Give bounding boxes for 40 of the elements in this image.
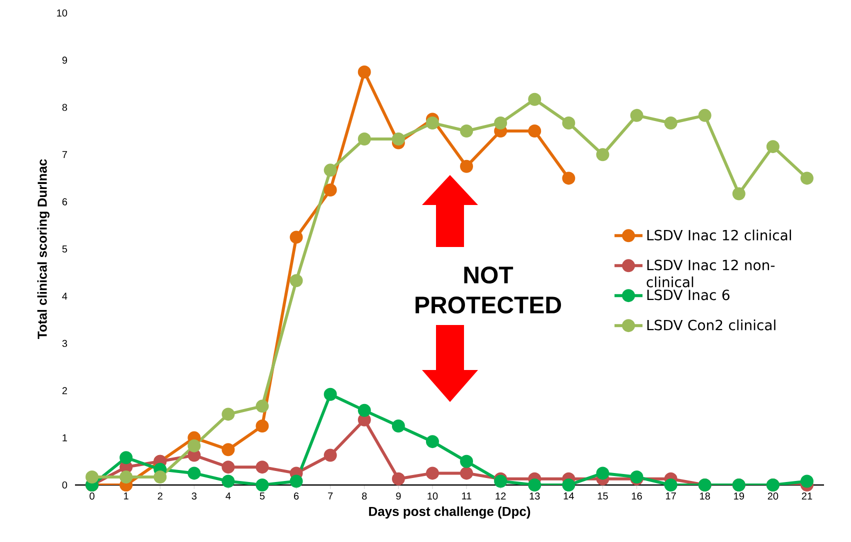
x-tick-label: 6 [294, 492, 299, 500]
x-tick-label: 3 [192, 492, 197, 500]
y-tick-label: 10 [57, 9, 68, 17]
y-tick-label: 1 [62, 434, 67, 442]
y-tick-label: 8 [62, 104, 68, 111]
x-tick-label: 10 [428, 492, 438, 500]
x-tick-label: 18 [700, 492, 710, 500]
x-tick-label: 21 [802, 492, 812, 500]
y-tick-label: 5 [62, 246, 68, 252]
y-tick-label: 2 [62, 387, 67, 394]
x-tick-label: 9 [396, 492, 401, 500]
x-tick-label: 19 [734, 492, 744, 500]
x-tick-label: 20 [768, 492, 778, 500]
x-tick-label: 8 [362, 492, 367, 500]
x-tick-label: 15 [598, 492, 608, 500]
x-tick-label: 1 [124, 492, 128, 500]
annotation: NOT PROTECTED [416, 266, 562, 314]
y-tick-label: 3 [62, 340, 68, 347]
y-axis-title: Total clinical scoring DurInac [37, 159, 50, 340]
x-tick-label: 5 [260, 492, 265, 500]
legend-label: LSDV Inac 12 clinical [647, 230, 791, 240]
x-tick-label: 4 [226, 492, 231, 500]
legend-label: LSDV Con2 clinical [647, 320, 776, 330]
y-tick-label: 7 [62, 151, 67, 158]
x-tick-label: 13 [530, 492, 540, 500]
x-tick-label: 14 [564, 492, 574, 500]
y-tick-label: 4 [62, 292, 68, 300]
x-tick-label: 11 [462, 492, 472, 500]
x-tick-label: 2 [158, 492, 162, 500]
x-tick-label: 0 [90, 492, 94, 500]
x-tick-label: 16 [632, 492, 642, 500]
x-tick-label: 12 [496, 492, 506, 500]
x-tick-label: 17 [666, 492, 676, 500]
x-axis-title: Days post challenge (Dpc) [369, 506, 530, 519]
x-tick-label: 7 [328, 492, 333, 500]
y-tick-label: 0 [62, 481, 68, 489]
legend-label: LSDV Inac 12 non-clinical [646, 260, 775, 288]
y-tick-label: 6 [62, 198, 68, 206]
legend-label: LSDV Inac 6 [647, 290, 730, 300]
y-tick-label: 9 [62, 56, 68, 64]
